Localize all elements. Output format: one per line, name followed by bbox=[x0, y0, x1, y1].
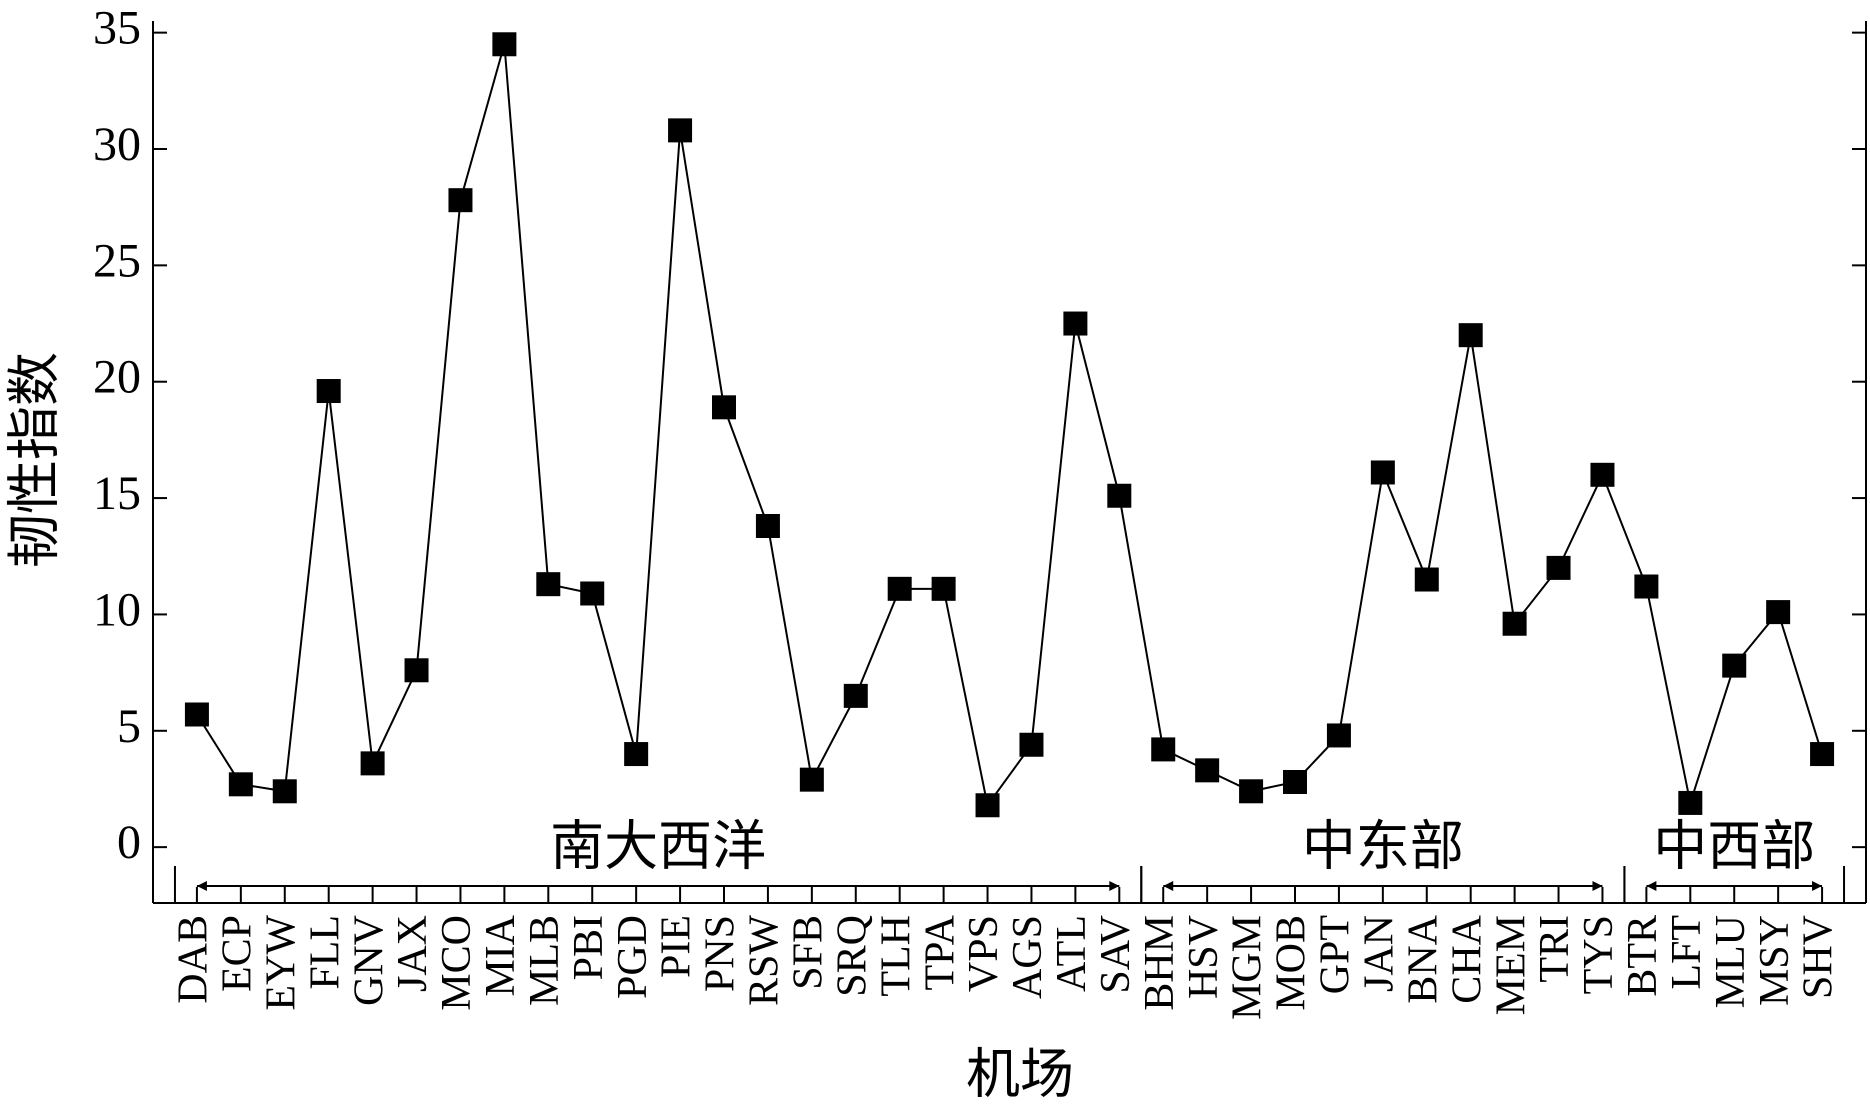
region-label-bg bbox=[1649, 816, 1820, 877]
x-tick-label: GPT bbox=[1313, 915, 1359, 994]
x-tick-label: GNV bbox=[346, 915, 392, 1006]
x-tick-label: LFT bbox=[1664, 915, 1710, 990]
data-point bbox=[360, 751, 385, 776]
data-point bbox=[228, 772, 253, 797]
x-tick-label: TRI bbox=[1532, 915, 1578, 983]
data-point bbox=[1810, 742, 1835, 767]
data-point bbox=[1239, 779, 1264, 804]
region-label: 中西部 bbox=[1653, 816, 1815, 876]
y-tick-label: 5 bbox=[117, 700, 141, 753]
data-point bbox=[1019, 732, 1044, 757]
data-point bbox=[1546, 555, 1571, 580]
x-tick-label: MLB bbox=[522, 915, 568, 1006]
x-axis-label: 机场 bbox=[966, 1044, 1074, 1104]
data-point bbox=[1414, 567, 1439, 592]
data-point bbox=[1151, 737, 1176, 762]
region-label-bg bbox=[546, 816, 771, 877]
x-tick-label: BHM bbox=[1137, 915, 1183, 1011]
y-tick-label: 25 bbox=[93, 234, 141, 287]
data-point bbox=[887, 576, 912, 601]
x-tick-label: SHV bbox=[1796, 915, 1842, 999]
data-point bbox=[712, 395, 736, 420]
y-tick-label: 15 bbox=[93, 467, 141, 520]
data-point bbox=[1766, 600, 1791, 625]
x-tick-label: PNS bbox=[698, 915, 744, 992]
data-point bbox=[536, 572, 561, 597]
y-tick-label: 20 bbox=[93, 351, 141, 404]
x-tick-label: MSY bbox=[1752, 915, 1798, 1006]
data-point bbox=[1678, 790, 1703, 815]
data-point bbox=[492, 32, 517, 57]
region-label-bg bbox=[1297, 816, 1468, 877]
data-point bbox=[799, 767, 824, 792]
x-tick-label: SFB bbox=[785, 915, 831, 990]
x-tick-label: ATL bbox=[1049, 915, 1095, 992]
data-point bbox=[272, 779, 297, 804]
data-point bbox=[1458, 323, 1483, 348]
x-tick-label: SAV bbox=[1093, 915, 1139, 994]
x-tick-label: PIE bbox=[654, 915, 700, 978]
x-tick-label: EYW bbox=[258, 915, 304, 1011]
data-point bbox=[184, 702, 209, 727]
data-point bbox=[1283, 769, 1307, 794]
x-tick-label: JAX bbox=[390, 915, 436, 992]
data-point bbox=[1107, 483, 1132, 508]
x-tick-label: TLH bbox=[873, 915, 919, 997]
x-tick-label: MCO bbox=[434, 915, 480, 1011]
data-point bbox=[1326, 723, 1351, 748]
data-point bbox=[1590, 462, 1615, 487]
region-label: 南大西洋 bbox=[550, 816, 766, 876]
data-point bbox=[404, 658, 429, 683]
x-tick-label: HSV bbox=[1181, 915, 1227, 999]
x-tick-label: ECP bbox=[214, 915, 260, 992]
data-point bbox=[1063, 311, 1088, 336]
data-point bbox=[580, 581, 605, 606]
x-tick-label: BTR bbox=[1620, 915, 1666, 997]
x-tick-label: MGM bbox=[1225, 915, 1271, 1020]
x-tick-label: MIA bbox=[478, 914, 524, 996]
x-tick-label: JAN bbox=[1356, 915, 1402, 992]
region-label: 中东部 bbox=[1302, 816, 1464, 876]
data-point bbox=[843, 683, 868, 708]
y-tick-label: 35 bbox=[93, 2, 141, 55]
x-tick-label: PBI bbox=[566, 915, 612, 980]
y-tick-label: 30 bbox=[93, 118, 141, 171]
x-tick-label: MEM bbox=[1488, 915, 1534, 1015]
data-point bbox=[624, 742, 649, 767]
x-tick-label: CHA bbox=[1444, 914, 1490, 1003]
y-tick-label: 10 bbox=[93, 583, 141, 636]
data-point bbox=[975, 793, 1000, 818]
x-tick-label: MLU bbox=[1708, 915, 1754, 1008]
y-axis-label: 韧性指数 bbox=[4, 352, 64, 568]
x-tick-label: FLL bbox=[302, 915, 348, 990]
data-point bbox=[755, 513, 780, 538]
data-line bbox=[196, 44, 1824, 808]
x-tick-label: RSW bbox=[742, 915, 788, 1006]
data-point bbox=[316, 379, 341, 404]
x-tick-label: VPS bbox=[961, 915, 1007, 992]
x-tick-label: SRQ bbox=[829, 915, 875, 997]
x-tick-label: AGS bbox=[1005, 915, 1051, 999]
x-tick-label: DAB bbox=[171, 915, 217, 1004]
data-point bbox=[448, 188, 473, 213]
y-tick-label: 0 bbox=[117, 816, 141, 869]
x-tick-label: BNA bbox=[1400, 914, 1446, 1003]
x-tick-label: TPA bbox=[917, 914, 963, 990]
data-point bbox=[1634, 574, 1659, 599]
data-point bbox=[1195, 758, 1220, 783]
x-tick-label: PGD bbox=[610, 915, 656, 999]
data-point bbox=[668, 118, 693, 143]
data-point bbox=[931, 576, 956, 601]
data-point bbox=[1722, 653, 1747, 678]
data-point bbox=[1370, 460, 1395, 485]
x-tick-label: TYS bbox=[1576, 915, 1622, 994]
x-tick-label: MOB bbox=[1269, 915, 1315, 1011]
data-point bbox=[1502, 611, 1527, 636]
